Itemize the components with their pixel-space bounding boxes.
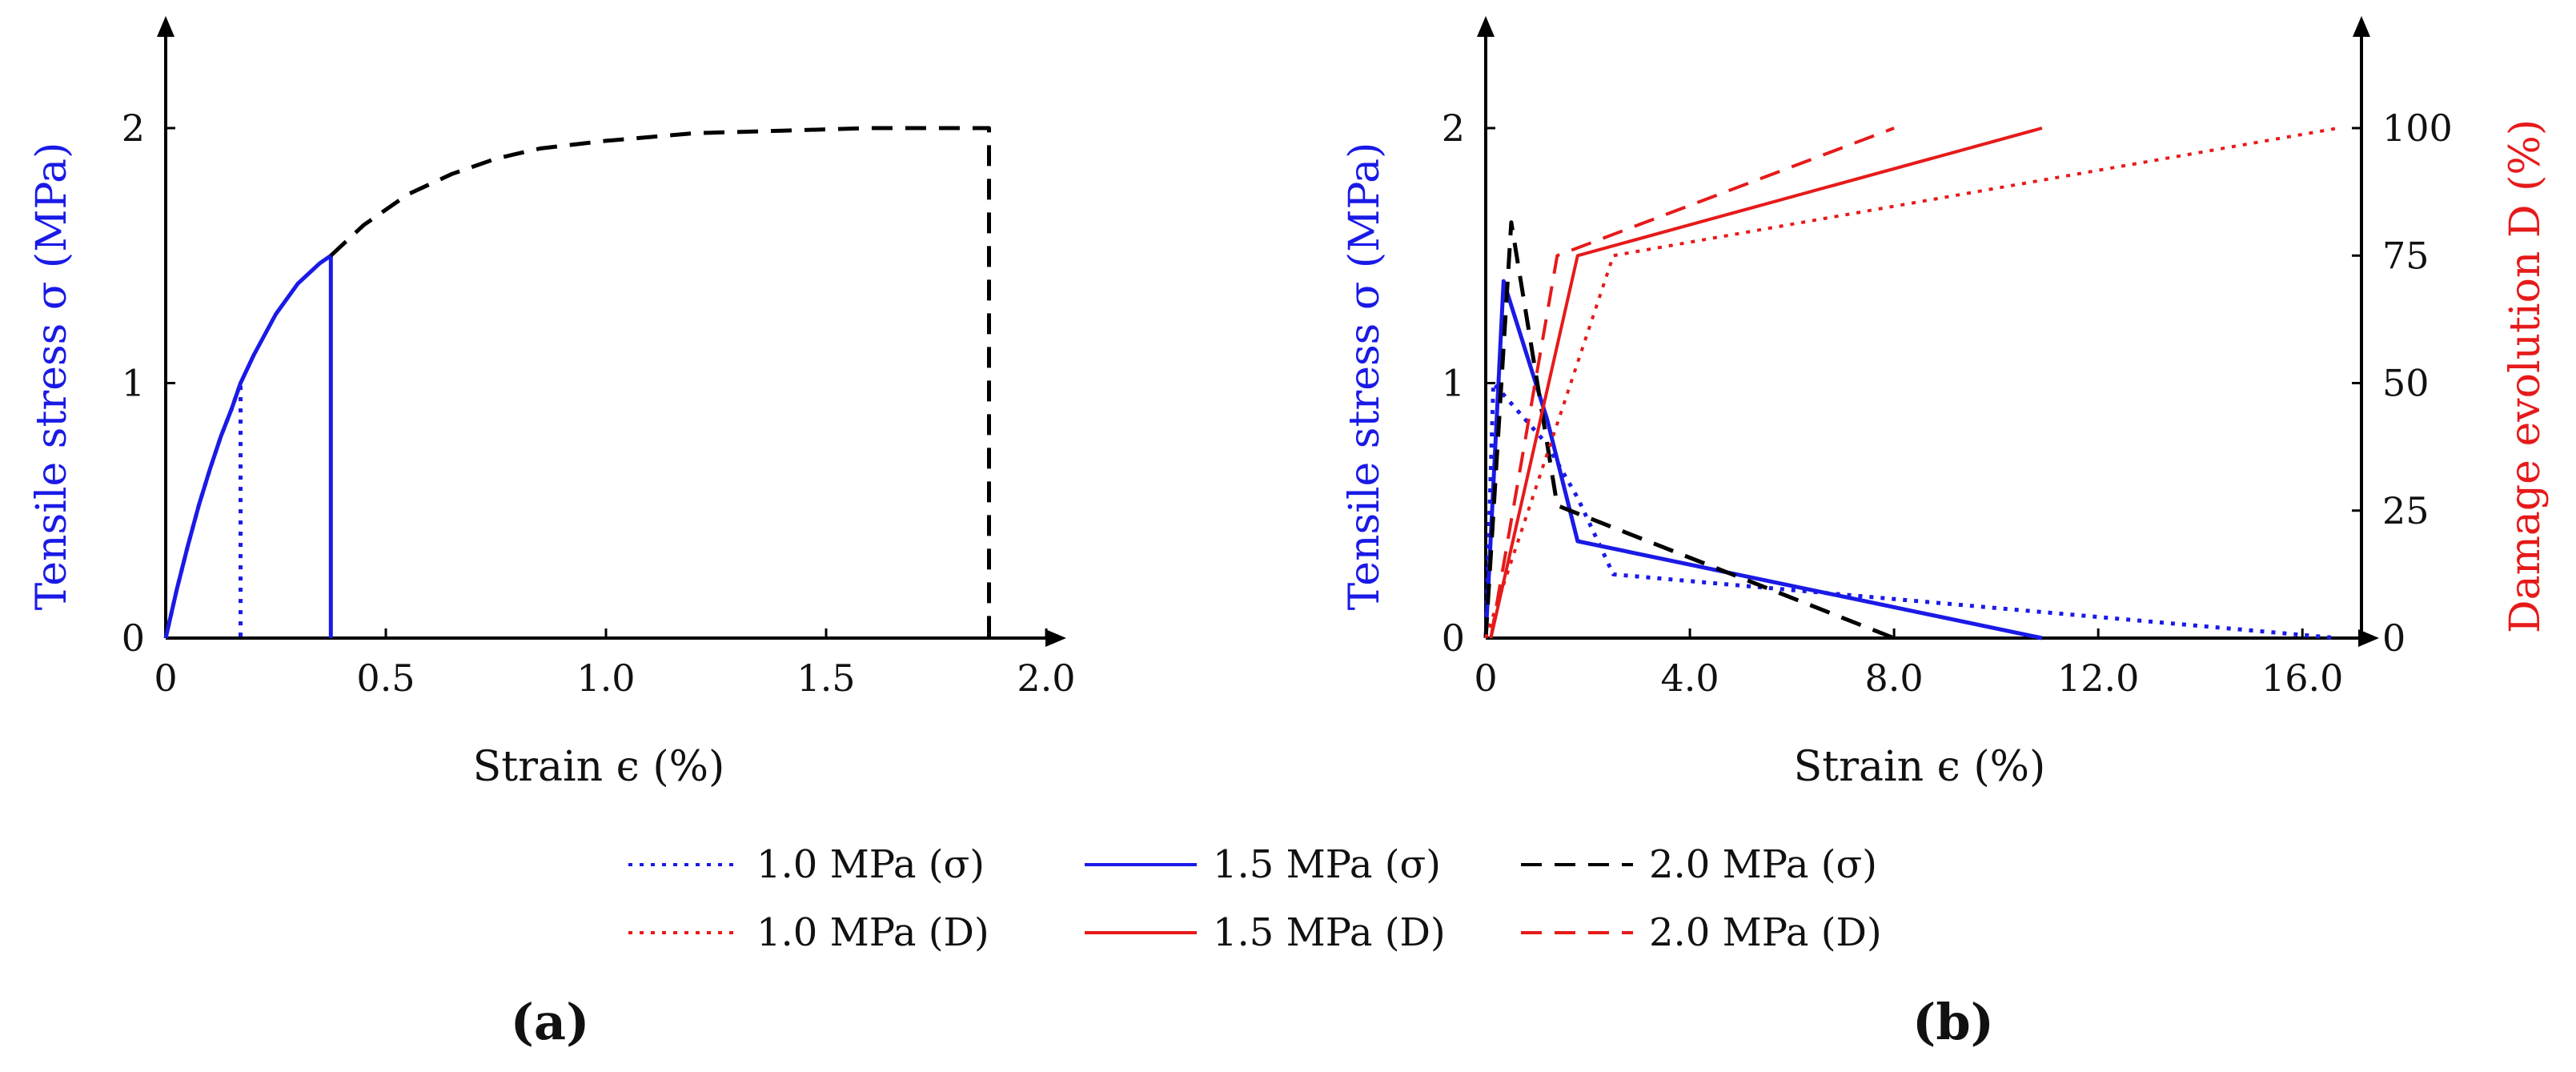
- y-tick-label: 2: [1442, 106, 1465, 150]
- panel-b-label: (b): [1912, 993, 1994, 1051]
- legend-label: 1.0 MPa (D): [756, 910, 989, 955]
- panel-a-ylabel: Tensile stress σ (MPa): [28, 143, 76, 611]
- y-tick-label: 0: [1442, 616, 1465, 660]
- x-tick-label: 12.0: [2057, 656, 2139, 700]
- y-tick-label: 1: [122, 362, 145, 405]
- x-tick-label: 4.0: [1660, 656, 1719, 700]
- panel-a-plot: 0 0.5 1.0 1.5 2.0 0 1 2: [122, 16, 1076, 700]
- y-tick-label: 2: [122, 106, 145, 150]
- panel-b: 0 25 50 75 100 0 4.0 8.0 12.0 16.0 0 1 2 Strain ϵ (%…: [1341, 16, 2550, 1051]
- panel-b-ylabel-left: Tensile stress σ (MPa): [1341, 143, 1389, 611]
- x-tick-label: 2.0: [1017, 656, 1075, 700]
- series-line-2-0-mpa-d-: [1489, 126, 1895, 639]
- y-axis-right-arrow: [2353, 16, 2370, 37]
- x-tick-label: 0: [1474, 656, 1497, 700]
- x-axis-arrow: [1045, 629, 1066, 647]
- y-right-tick-label: 25: [2382, 489, 2430, 532]
- y-axis-arrow: [1477, 16, 1495, 37]
- panel-b-ylabel-right: Damage evolution D (%): [2502, 119, 2550, 633]
- panel-a: 0 0.5 1.0 1.5 2.0 0 1 2 Strain ϵ (%) Tensile st…: [28, 16, 1076, 1051]
- panel-b-plot: 0 25 50 75 100 0 4.0 8.0 12.0 16.0 0 1 2: [1442, 16, 2453, 700]
- x-tick-label: 16.0: [2261, 656, 2343, 700]
- y-right-tick-label: 0: [2382, 616, 2405, 660]
- y-right-tick-label: 100: [2382, 106, 2453, 150]
- series-line-2-0-mpa-: [329, 126, 991, 638]
- x-tick-label: 8.0: [1865, 656, 1924, 700]
- series-line-2-0-mpa-: [1483, 220, 1896, 640]
- legend-label: 2.0 MPa (D): [1649, 910, 1882, 955]
- series-line-1-0-mpa-: [1483, 381, 2339, 640]
- legend-label: 1.0 MPa (σ): [756, 842, 985, 887]
- x-tick-label: 1.0: [576, 656, 635, 700]
- x-tick-label: 0: [154, 656, 177, 700]
- legend-label: 1.5 MPa (σ): [1213, 842, 1441, 887]
- panel-a-xlabel: Strain ϵ (%): [473, 743, 725, 791]
- panel-b-xlabel: Strain ϵ (%): [1794, 743, 2046, 791]
- y-tick-label: 0: [122, 616, 145, 660]
- y-tick-label: 1: [1442, 362, 1465, 405]
- series-line-1-5-mpa-d-: [1489, 126, 2043, 639]
- y-right-tick-label: 75: [2382, 234, 2430, 277]
- panel-a-label: (a): [511, 993, 590, 1051]
- series-line-1-0-mpa-d-: [1484, 126, 2339, 639]
- x-axis-arrow: [2358, 629, 2379, 647]
- y-axis-arrow: [157, 16, 175, 37]
- series-line-1-0-mpa-: [163, 381, 243, 639]
- legend-label: 1.5 MPa (D): [1213, 910, 1446, 955]
- y-right-tick-label: 50: [2382, 362, 2430, 405]
- series-line-1-5-mpa-: [1483, 279, 2043, 640]
- legend-label: 2.0 MPa (σ): [1649, 842, 1877, 887]
- legend: 1.0 MPa (σ) 1.5 MPa (σ) 2.0 MPa (σ) 1.0 MPa…: [628, 842, 1882, 955]
- x-tick-label: 0.5: [356, 656, 415, 700]
- x-tick-label: 1.5: [796, 656, 855, 700]
- series-line-1-5-mpa-: [163, 253, 333, 639]
